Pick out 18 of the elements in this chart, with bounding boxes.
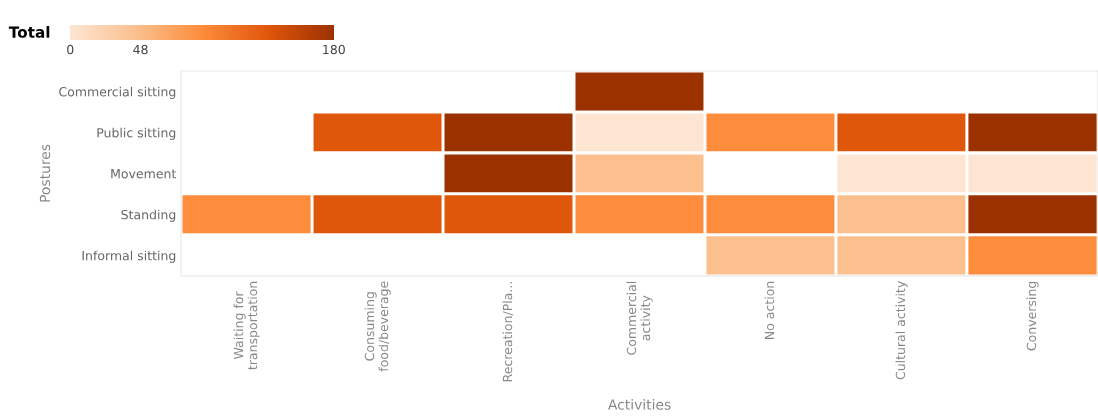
x-tick-label: Consuming food/beverage: [364, 281, 391, 372]
x-tick-label: Recreation/Pla...: [502, 282, 514, 382]
color-bar-title: Total: [8, 26, 50, 38]
y-tick-label: Informal sitting: [82, 250, 176, 263]
x-axis-title: Activities: [608, 399, 671, 410]
x-tick-label: Conversing: [1026, 281, 1039, 351]
color-bar-label: 48: [133, 44, 148, 55]
y-tick-label: Standing: [121, 209, 176, 222]
y-axis-title: Postures: [39, 144, 51, 202]
y-tick-label: Movement: [111, 169, 177, 179]
y-tick-label: Commercial sitting: [59, 86, 176, 99]
x-tick-label: Cultural activity: [895, 281, 908, 380]
x-tick-label: Waiting for transportation: [233, 281, 260, 370]
color-bar-label: 0: [67, 44, 74, 55]
x-tick-label: Commercial activity: [626, 281, 653, 355]
x-tick-label: No action: [764, 281, 775, 339]
color-bar-label: 180: [323, 44, 345, 55]
y-tick-label: Public sitting: [97, 127, 176, 140]
